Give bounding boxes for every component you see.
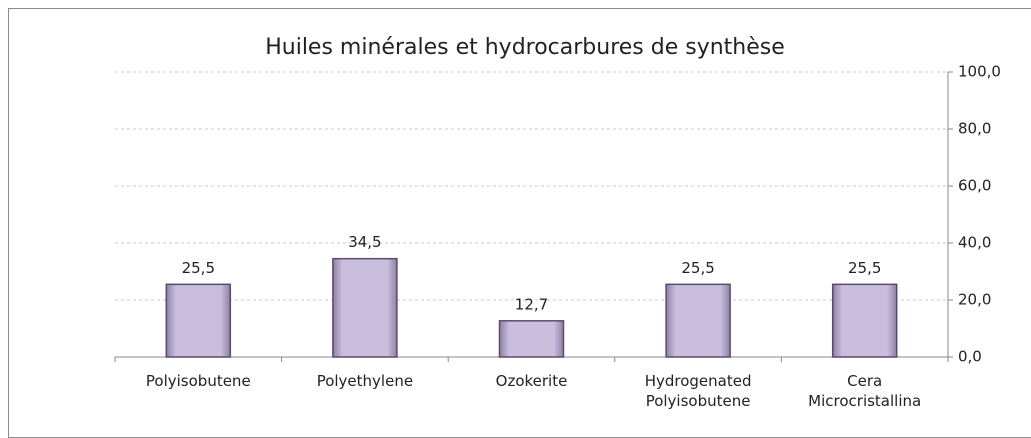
bar [831, 283, 898, 358]
y-tick-label: 0,0 [958, 348, 982, 366]
chart: Huiles minérales et hydrocarbures de syn… [114, 35, 1001, 366]
data-label: 12,7 [515, 295, 548, 313]
data-label: 34,5 [348, 233, 381, 251]
data-label: 25,5 [681, 259, 714, 277]
y-tick-label: 80,0 [958, 120, 991, 138]
bar [498, 320, 565, 358]
bar [332, 257, 398, 358]
y-tick-label: 40,0 [958, 234, 991, 252]
y-tick-label: 60,0 [958, 177, 991, 195]
x-tick-label: Cera Microcristallina [808, 372, 922, 410]
bar [165, 283, 232, 358]
y-tick-label: 20,0 [958, 291, 991, 309]
data-label: 25,5 [848, 259, 881, 277]
x-tick-label: Polyethylene [316, 372, 414, 390]
x-tick-label: Hydrogenated Polyisobutene [644, 372, 752, 410]
page: {"chart_data": {"type": "bar", "title": … [8, 8, 1031, 438]
x-tick-label: Ozokerite [495, 372, 568, 390]
chart-title: Huiles minérales et hydrocarbures de syn… [265, 35, 785, 60]
y-tick-label: 100,0 [958, 63, 1001, 81]
data-label: 25,5 [182, 259, 215, 277]
bar [665, 283, 731, 358]
x-tick-label: Polyisobutene [145, 372, 251, 390]
